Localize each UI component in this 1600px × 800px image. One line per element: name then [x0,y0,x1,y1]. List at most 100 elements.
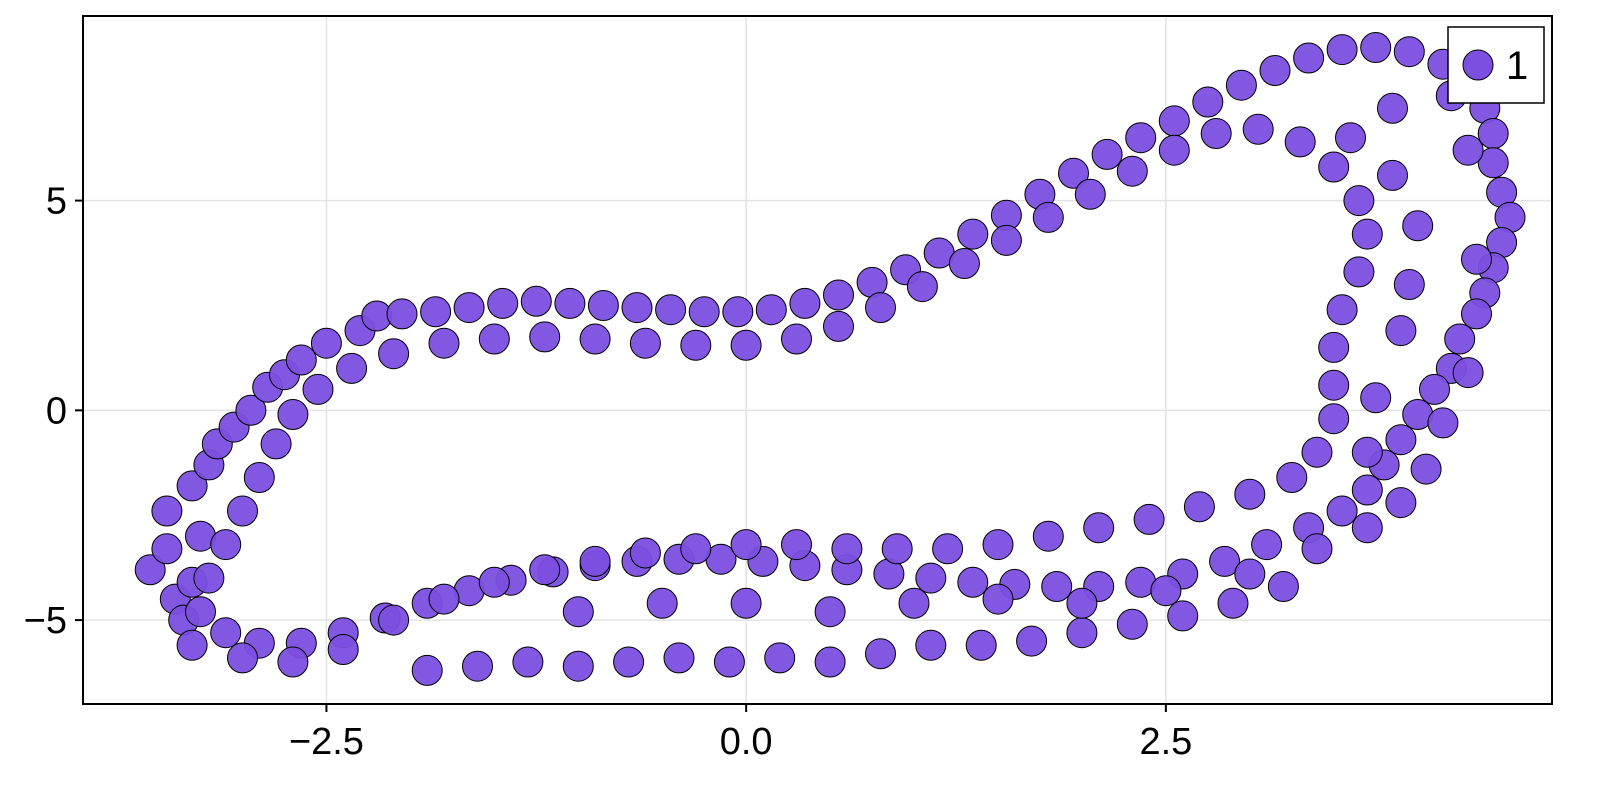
legend: 1 [1447,26,1545,104]
data-point [1225,69,1257,101]
x-tick-label: −2.5 [289,721,364,763]
data-point [210,617,242,649]
legend-box [1447,26,1545,104]
data-point [1419,373,1450,405]
data-point [1452,134,1484,166]
data-point [1183,491,1215,523]
data-point [629,327,661,359]
data-point [1032,201,1064,233]
data-point [713,646,745,678]
data-point [1393,36,1425,68]
data-points [134,32,1526,686]
data-point [1032,520,1064,552]
data-point [1385,424,1417,456]
data-point [134,554,166,586]
data-point [227,642,258,674]
data-point [781,529,812,561]
data-point [1200,118,1232,149]
x-axis: −2.5 0.0 2.5 [289,704,1192,763]
data-point [1158,134,1190,166]
data-point [411,654,443,686]
data-point [646,587,678,619]
data-point [243,462,275,493]
data-point [764,642,796,674]
data-point [1444,323,1476,355]
data-point [520,285,552,317]
data-point [1377,92,1408,124]
data-point [613,646,645,678]
data-point [428,583,460,615]
x-tick-label: 0.0 [720,721,773,763]
legend-label: 1 [1506,44,1528,88]
data-point [1074,178,1106,210]
data-point [1335,122,1366,154]
data-point [982,583,1014,615]
data-point [1133,503,1165,535]
data-point [336,352,368,384]
data-point [781,323,812,355]
data-point [302,373,334,405]
plot-frame [82,15,1553,705]
data-point [1158,105,1190,137]
data-point [554,287,586,319]
data-point [1343,256,1375,288]
data-point [1066,617,1098,649]
data-point [948,248,980,279]
data-point [621,292,653,324]
y-tick-label: 0 [46,390,67,432]
data-point [1326,34,1358,66]
data-point [1066,587,1098,619]
data-point [1016,625,1048,657]
data-point [1410,453,1442,485]
data-point [1083,512,1115,544]
data-point [235,394,267,426]
data-point [227,495,258,527]
data-point [898,587,930,619]
data-point [688,296,720,328]
data-point [1116,155,1148,187]
data-point [1284,126,1316,158]
data-point [990,224,1022,256]
data-point [210,529,242,561]
data-point [1251,529,1283,561]
data-point [730,587,762,619]
data-point [1293,42,1325,74]
data-point [1242,113,1274,145]
data-point [260,428,292,460]
data-point [1452,357,1484,389]
data-point [881,533,913,565]
data-point [722,296,754,328]
data-point [453,292,485,324]
data-point [487,287,519,319]
data-point [789,287,821,319]
data-point [1351,436,1383,468]
data-point [1167,600,1199,632]
data-point [378,604,410,636]
data-point [176,470,208,502]
data-point [663,642,695,674]
data-point [655,294,687,326]
data-point [1041,571,1073,602]
data-point [1360,382,1392,414]
data-point [579,323,611,355]
x-tick-label: 2.5 [1139,721,1192,763]
data-point [151,533,183,565]
data-point [730,329,762,361]
data-point [529,321,561,353]
data-point [831,533,863,565]
data-point [1267,571,1299,602]
data-point [151,495,183,527]
data-point [462,650,493,682]
data-point [1209,545,1241,577]
y-tick-label: 5 [46,181,67,223]
data-point [428,327,460,359]
data-point [1326,495,1358,527]
data-point [176,629,208,661]
data-point [1343,185,1375,217]
data-point [562,596,594,628]
data-point [814,596,846,628]
data-point [906,271,938,303]
data-point [915,629,947,661]
data-point [478,323,510,355]
data-point [1393,269,1425,300]
